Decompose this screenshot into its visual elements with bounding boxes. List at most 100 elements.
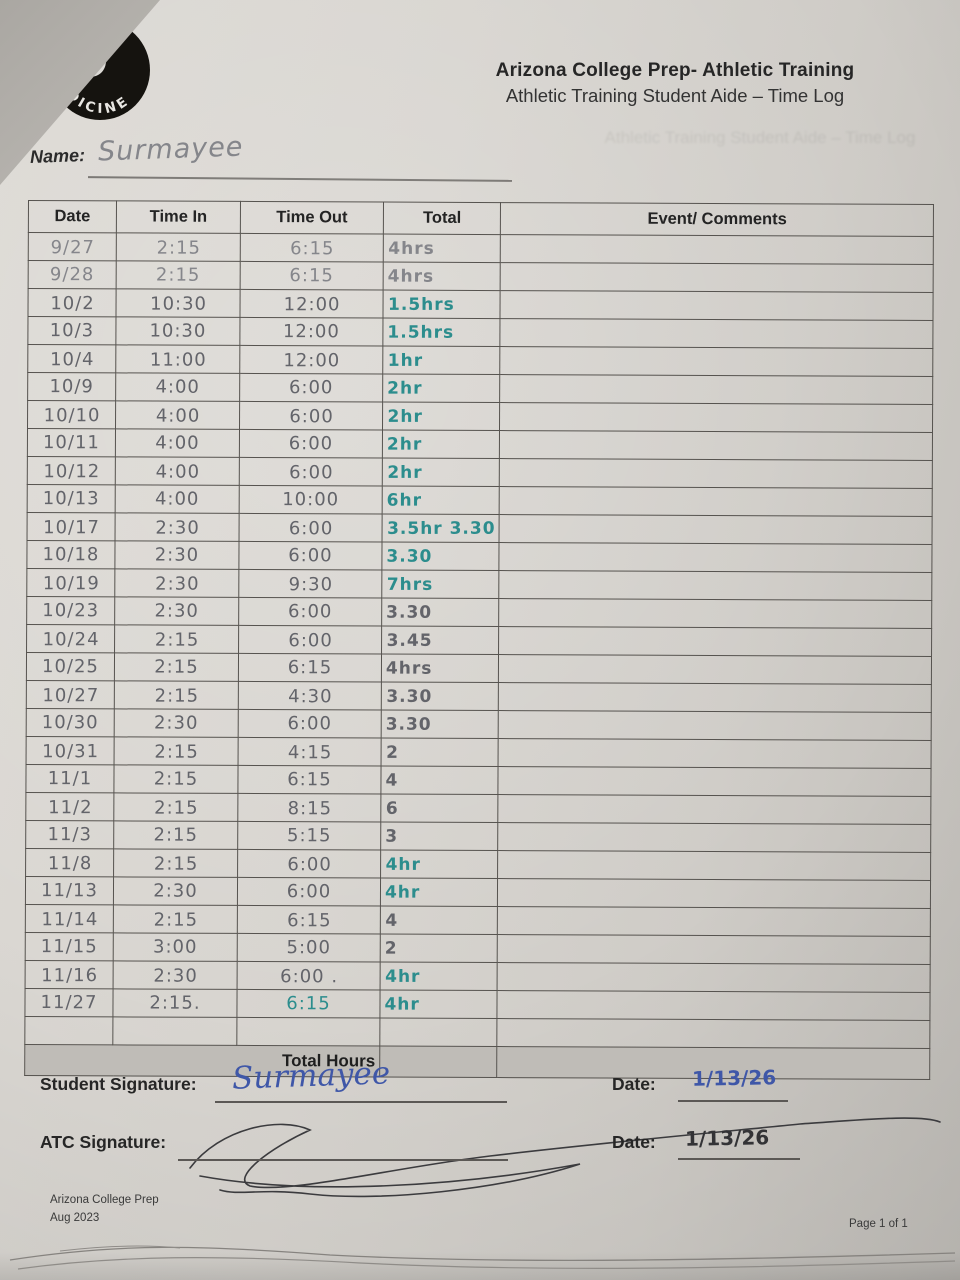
col-header-total: Total <box>383 202 501 235</box>
time-in-cell: 2:30 <box>113 876 238 906</box>
time-in-cell: 2:15. <box>112 988 238 1018</box>
col-header-time-in: Time In <box>116 200 241 234</box>
total-cell: 4hrs <box>381 654 499 683</box>
comment-cell <box>500 262 934 293</box>
table-row: 11/16 2:30 6:00 . 4hr <box>25 960 931 992</box>
date-cell: 9/27 <box>28 232 117 261</box>
comment-cell <box>500 403 933 432</box>
time-out-cell: 6:00 <box>238 709 382 739</box>
table-row: 11/1 2:15 6:15 4 <box>25 764 932 797</box>
comment-cell <box>499 627 932 656</box>
date-cell: 10/25 <box>26 652 115 681</box>
time-in-cell: 2:15 <box>116 260 241 290</box>
comment-cell <box>498 654 932 685</box>
atc-signature-scribble <box>189 1117 941 1198</box>
col-header-date: Date <box>28 200 117 233</box>
date-cell: 10/4 <box>27 344 116 373</box>
total-cell: 2hr <box>382 430 500 459</box>
total-cell: 4hrs <box>383 262 501 291</box>
comment-cell <box>497 907 931 936</box>
student-date-label: Date: <box>612 1074 656 1094</box>
document-header: Arizona College Prep- Athletic Training … <box>420 60 930 107</box>
comment-cell <box>499 515 933 544</box>
time-in-cell: 2:15 <box>113 793 238 822</box>
time-out-cell: 6:00 <box>238 597 382 627</box>
time-out-cell: 12:00 <box>240 289 384 318</box>
comment-cell <box>500 347 933 376</box>
date-cell: 11/14 <box>25 904 114 933</box>
table-row: 10/24 2:15 6:00 3.45 <box>26 624 932 656</box>
time-out-cell: 6:00 <box>239 457 383 486</box>
comment-cell <box>498 766 932 797</box>
name-field: Name: Surmayee <box>29 131 244 167</box>
time-out-cell: 6:00 <box>239 513 383 542</box>
time-out-cell: 6:00 <box>237 877 381 907</box>
table-row: 9/28 2:15 6:15 4hrs <box>28 260 934 293</box>
total-cell: 3.5hr 3.30 <box>382 514 500 543</box>
time-in-cell: 2:15 <box>113 849 238 878</box>
total-cell: 3.30 <box>381 682 499 711</box>
comment-cell <box>498 822 931 853</box>
table-row: 11/2 2:15 8:15 6 <box>25 792 931 824</box>
time-in-cell: 2:30 <box>113 961 238 990</box>
time-out-cell: 6:15 <box>240 261 384 291</box>
date-cell: 10/10 <box>27 400 116 429</box>
comment-cell <box>498 739 932 768</box>
table-row: 10/11 4:00 6:00 2hr <box>27 428 933 461</box>
date-cell: 10/23 <box>26 596 115 625</box>
name-handwritten-value: Surmayee <box>97 131 244 168</box>
document-title: Arizona College Prep- Athletic Training <box>495 60 855 81</box>
comment-cell <box>500 291 934 320</box>
time-in-cell: 3:00 <box>113 932 238 962</box>
date-cell: 10/9 <box>27 372 116 401</box>
table-row: 11/8 2:15 6:00 4hr <box>25 848 931 880</box>
total-cell: 7hrs <box>381 570 500 599</box>
atc-date-value: 1/13/26 <box>684 1125 770 1151</box>
atc-date-label: Date: <box>612 1132 656 1152</box>
time-in-cell: 4:00 <box>115 484 240 514</box>
total-cell: 6 <box>380 794 499 823</box>
comment-cell <box>498 795 931 824</box>
comment-cell <box>500 318 933 349</box>
time-in-cell: 4:00 <box>115 372 240 402</box>
table-row: 10/30 2:30 6:00 3.30 <box>26 708 932 741</box>
table-row: 11/15 3:00 5:00 2 <box>25 932 931 965</box>
time-in-cell: 11:00 <box>115 345 240 374</box>
date-cell: 10/19 <box>26 568 115 597</box>
date-cell: 10/13 <box>27 484 116 513</box>
table-body: 9/27 2:15 6:15 4hrs 9/28 2:15 6:15 4hrs 10/2 10:3… <box>24 232 934 1021</box>
table-row: 10/13 4:00 10:00 6hr <box>27 484 933 517</box>
empty-row <box>24 1016 930 1049</box>
document-subtitle: Athletic Training Student Aide – Time Lo… <box>505 85 845 106</box>
total-cell: 2hr <box>382 402 501 431</box>
date-cell: 11/1 <box>25 764 115 793</box>
date-cell: 11/16 <box>25 960 114 989</box>
comment-cell <box>499 598 932 629</box>
time-in-cell: 2:15 <box>114 681 239 710</box>
footer-revision: Aug 2023 <box>50 1211 100 1224</box>
time-in-cell: 2:15 <box>113 820 238 850</box>
table-header: Date Time In Time Out Total Event/ Comme… <box>28 200 934 237</box>
ghost-bleed-text: Athletic Training Student Aide – Time Lo… <box>604 128 916 147</box>
time-out-cell: 6:00 <box>239 373 383 403</box>
total-cell: 2 <box>381 738 499 767</box>
col-header-time-out: Time Out <box>240 201 384 235</box>
total-cell: 3 <box>380 822 499 851</box>
time-in-cell: 4:00 <box>115 401 240 430</box>
page-number: Page 1 of 1 <box>849 1218 908 1230</box>
time-in-cell: 2:15 <box>114 737 239 766</box>
footer-imprint: Arizona College Prep Aug 2023 <box>50 1192 159 1228</box>
name-label: Name: <box>29 145 86 167</box>
atc-signature-line <box>178 1159 508 1161</box>
total-cell: 1.5hrs <box>382 318 501 347</box>
time-out-cell: 6:15 <box>236 989 381 1019</box>
comment-cell <box>497 990 931 1021</box>
empty-cell <box>24 1016 113 1045</box>
table-row: 10/12 4:00 6:00 2hr <box>27 456 933 488</box>
atc-signature-label: ATC Signature: <box>40 1132 167 1152</box>
comment-cell <box>498 710 932 741</box>
total-cell: 3.30 <box>381 542 500 571</box>
date-cell: 11/13 <box>25 876 114 905</box>
time-in-cell: 10:30 <box>115 316 240 346</box>
